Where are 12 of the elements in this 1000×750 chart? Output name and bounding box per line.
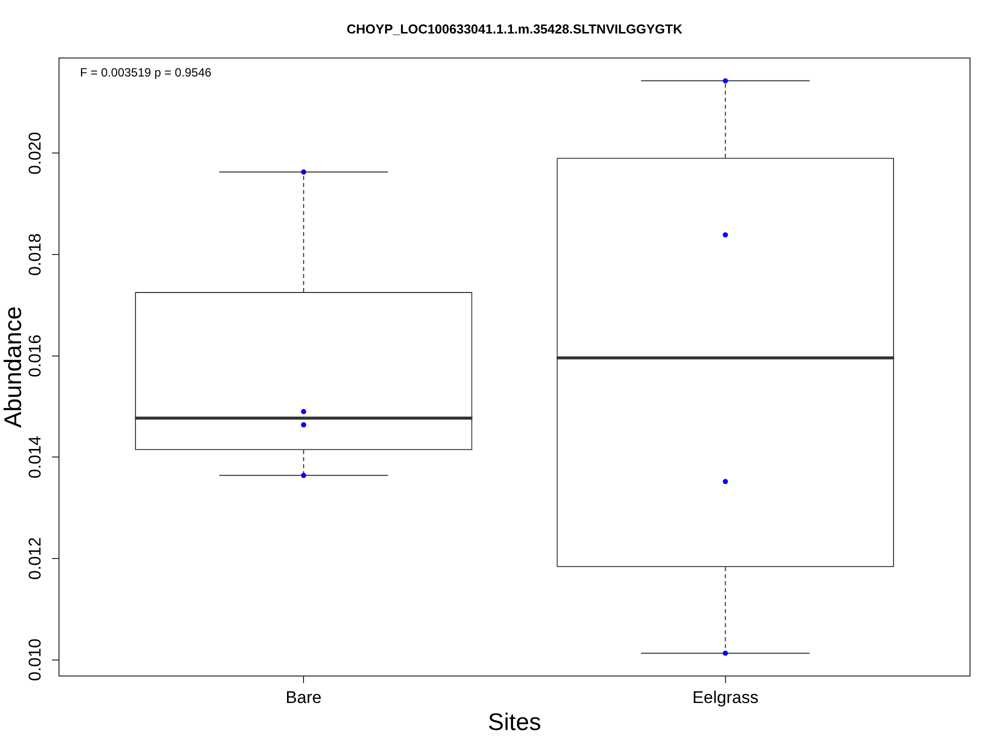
y-axis-title: Abundance xyxy=(0,306,28,428)
y-tick-label: 0.020 xyxy=(25,132,44,175)
y-tick-label: 0.014 xyxy=(25,436,44,478)
x-axis-title: Sites xyxy=(488,709,542,736)
y-tick-label: 0.012 xyxy=(25,537,44,580)
y-tick-label: 0.018 xyxy=(25,233,44,276)
chart-title: CHOYP_LOC100633041.1.1.m.35428.SLTNVILGGYGTK xyxy=(346,22,683,37)
x-tick-label: Eelgrass xyxy=(692,688,758,707)
annotation: F = 0.003519 p = 0.9546 xyxy=(80,65,212,80)
x-tick-label: Bare xyxy=(286,688,322,707)
y-tick-label: 0.016 xyxy=(25,334,44,378)
y-tick-label: 0.010 xyxy=(25,638,44,682)
